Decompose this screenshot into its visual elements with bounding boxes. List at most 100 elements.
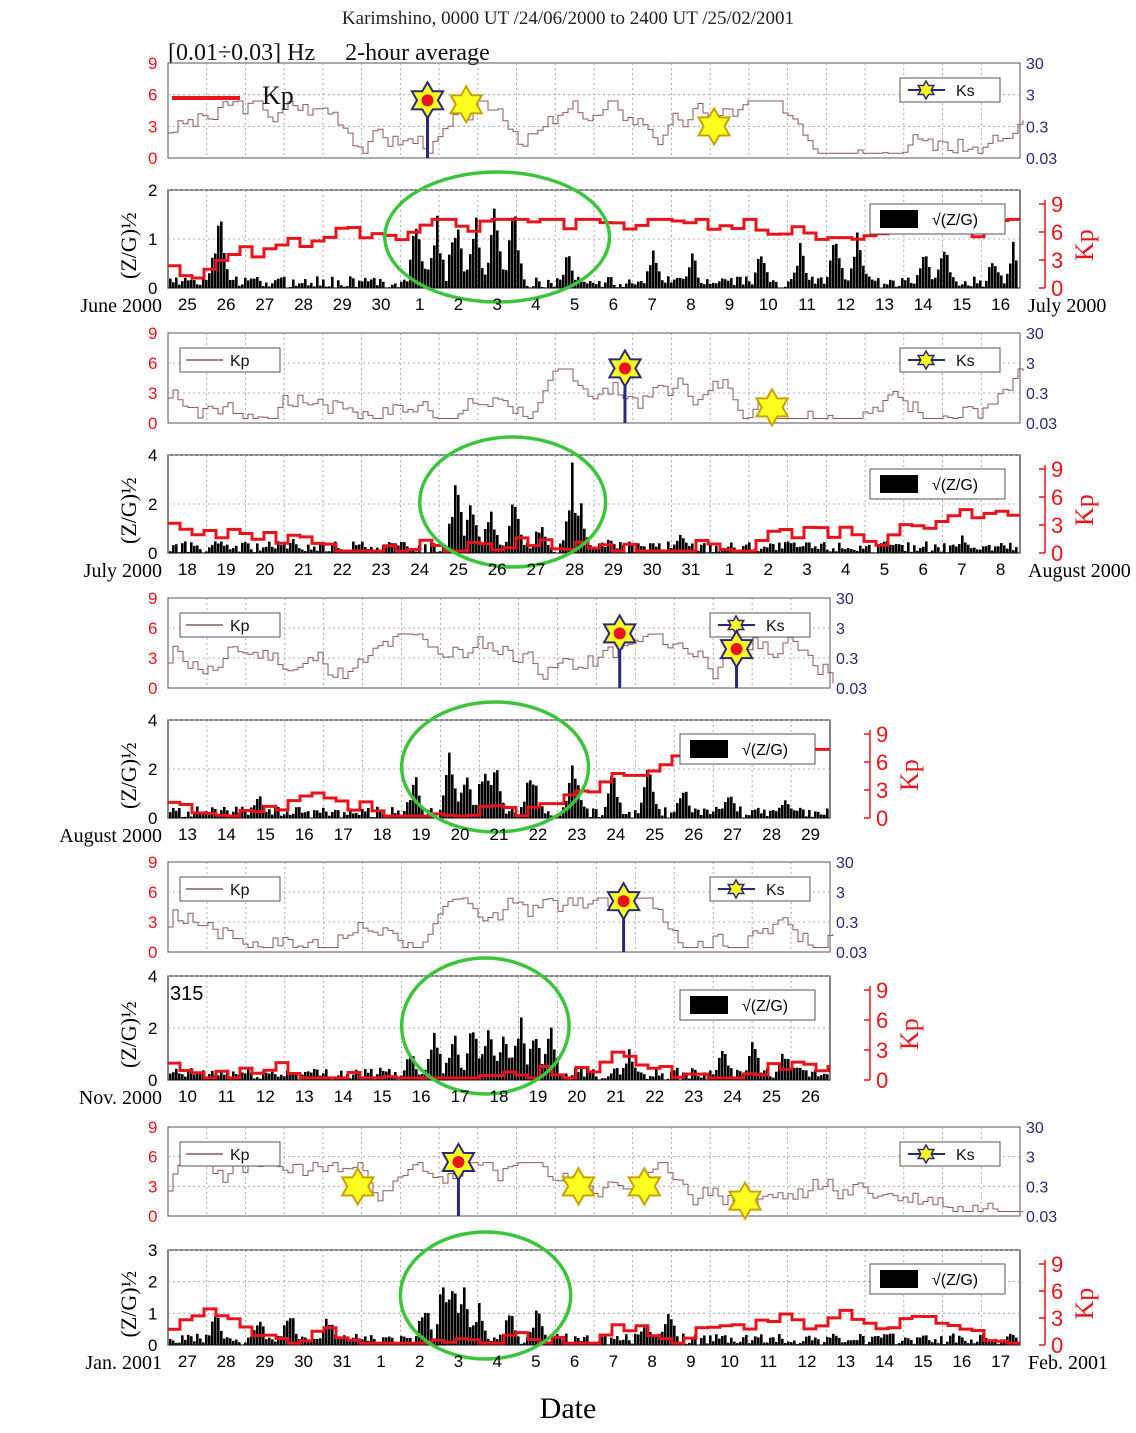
zg-bar [913, 283, 916, 288]
zg-bar [976, 549, 979, 553]
zg-bar [727, 1065, 730, 1080]
zg-bar [691, 1339, 694, 1345]
zg-bar [190, 542, 193, 553]
zg-bar [709, 545, 712, 553]
zg-bar [514, 507, 517, 553]
zg-bar [760, 256, 763, 288]
zg-bar [967, 1343, 970, 1345]
zg-bar [421, 261, 424, 288]
zg-bar [592, 808, 595, 818]
date-tick: 30 [643, 560, 662, 579]
zg-bar [691, 543, 694, 553]
zg-bar [778, 542, 781, 553]
zg-bar [688, 805, 691, 818]
zg-bar [697, 550, 700, 553]
zg-bar [247, 1067, 250, 1080]
zg-bar [175, 277, 178, 288]
zg-bar [322, 279, 325, 288]
zg-bar [826, 1074, 829, 1080]
date-tick: 15 [952, 295, 971, 314]
zg-bar [976, 1341, 979, 1345]
zg-bar [793, 272, 796, 288]
zg-bar [610, 776, 613, 818]
date-tick: 4 [531, 295, 540, 314]
zg-bar [985, 546, 988, 553]
zg-bar [457, 1054, 460, 1080]
zg-bar [307, 1071, 310, 1080]
zg-bar [763, 1342, 766, 1345]
zg-bar [925, 541, 928, 553]
zg-bar [466, 1053, 469, 1080]
zg-bar [724, 801, 727, 818]
zg-bar [787, 541, 790, 553]
kp-thin-trace [168, 1162, 1023, 1212]
zg-bar [760, 813, 763, 818]
zg-bar [187, 1334, 190, 1345]
zg-bar [739, 1071, 742, 1080]
zg-bar [289, 814, 292, 818]
zg-bar [547, 1038, 550, 1080]
zg-bar [889, 1333, 892, 1345]
zg-ylabel: (Z/G)½ [116, 1001, 141, 1068]
zg-bar [391, 543, 394, 553]
zg-bar [277, 806, 280, 818]
zg-bar [616, 287, 619, 288]
zg-bar [208, 273, 211, 288]
zg-bar [574, 1336, 577, 1345]
zg-bar [1003, 545, 1006, 553]
zg-bar [553, 286, 556, 288]
zg-bar [835, 243, 838, 288]
date-tick: 29 [604, 560, 623, 579]
zg-bar [853, 1340, 856, 1345]
zg-bar [466, 269, 469, 288]
zg-bar [1000, 275, 1003, 288]
kp-right-label: Kp [1070, 229, 1099, 261]
zg-bar [682, 538, 685, 553]
zg-bar [790, 278, 793, 288]
date-tick: 28 [217, 1352, 236, 1371]
zg-bar [1006, 548, 1009, 553]
zg-bar [451, 1044, 454, 1080]
zg-bar [295, 807, 298, 818]
zg-tick: 4 [148, 711, 157, 730]
zg-bar [718, 808, 721, 818]
zg-bar [439, 1053, 442, 1080]
zg-bar [637, 281, 640, 288]
zg-bar [826, 549, 829, 553]
zg-bar [616, 796, 619, 818]
date-tick: 7 [647, 295, 656, 314]
zg-bar [988, 1341, 991, 1345]
zg-bar [469, 254, 472, 288]
zg-bar [598, 817, 601, 818]
zg-tick: 1 [148, 1304, 157, 1323]
zg-bar [823, 283, 826, 288]
zg-bar [307, 544, 310, 553]
zg-bar [919, 1337, 922, 1345]
zg-bar [964, 1340, 967, 1345]
zg-bar [910, 1340, 913, 1345]
zg-bar [676, 277, 679, 288]
zg-bar [892, 1333, 895, 1345]
zg-tick: 3 [148, 1241, 157, 1260]
zg-bar [706, 279, 709, 288]
zg-bar [814, 283, 817, 288]
zg-bar [607, 1344, 610, 1345]
date-tick: 8 [647, 1352, 656, 1371]
zg-bar [403, 542, 406, 553]
zg-bar [808, 542, 811, 553]
zg-bar [574, 512, 577, 553]
zg-bar [256, 798, 259, 818]
zg-legend-text: √(Z/G) [932, 212, 978, 229]
zg-bar [472, 804, 475, 818]
zg-bar [724, 1335, 727, 1345]
zg-bar [283, 1076, 286, 1080]
zg-bar [964, 281, 967, 288]
ks-star-dot [617, 895, 630, 908]
zg-bar [733, 285, 736, 288]
zg-bar [547, 544, 550, 553]
kp-right-tick: 0 [1051, 1333, 1063, 1358]
zg-bar [520, 807, 523, 818]
zg-bar [787, 804, 790, 818]
date-tick: 10 [720, 1352, 739, 1371]
